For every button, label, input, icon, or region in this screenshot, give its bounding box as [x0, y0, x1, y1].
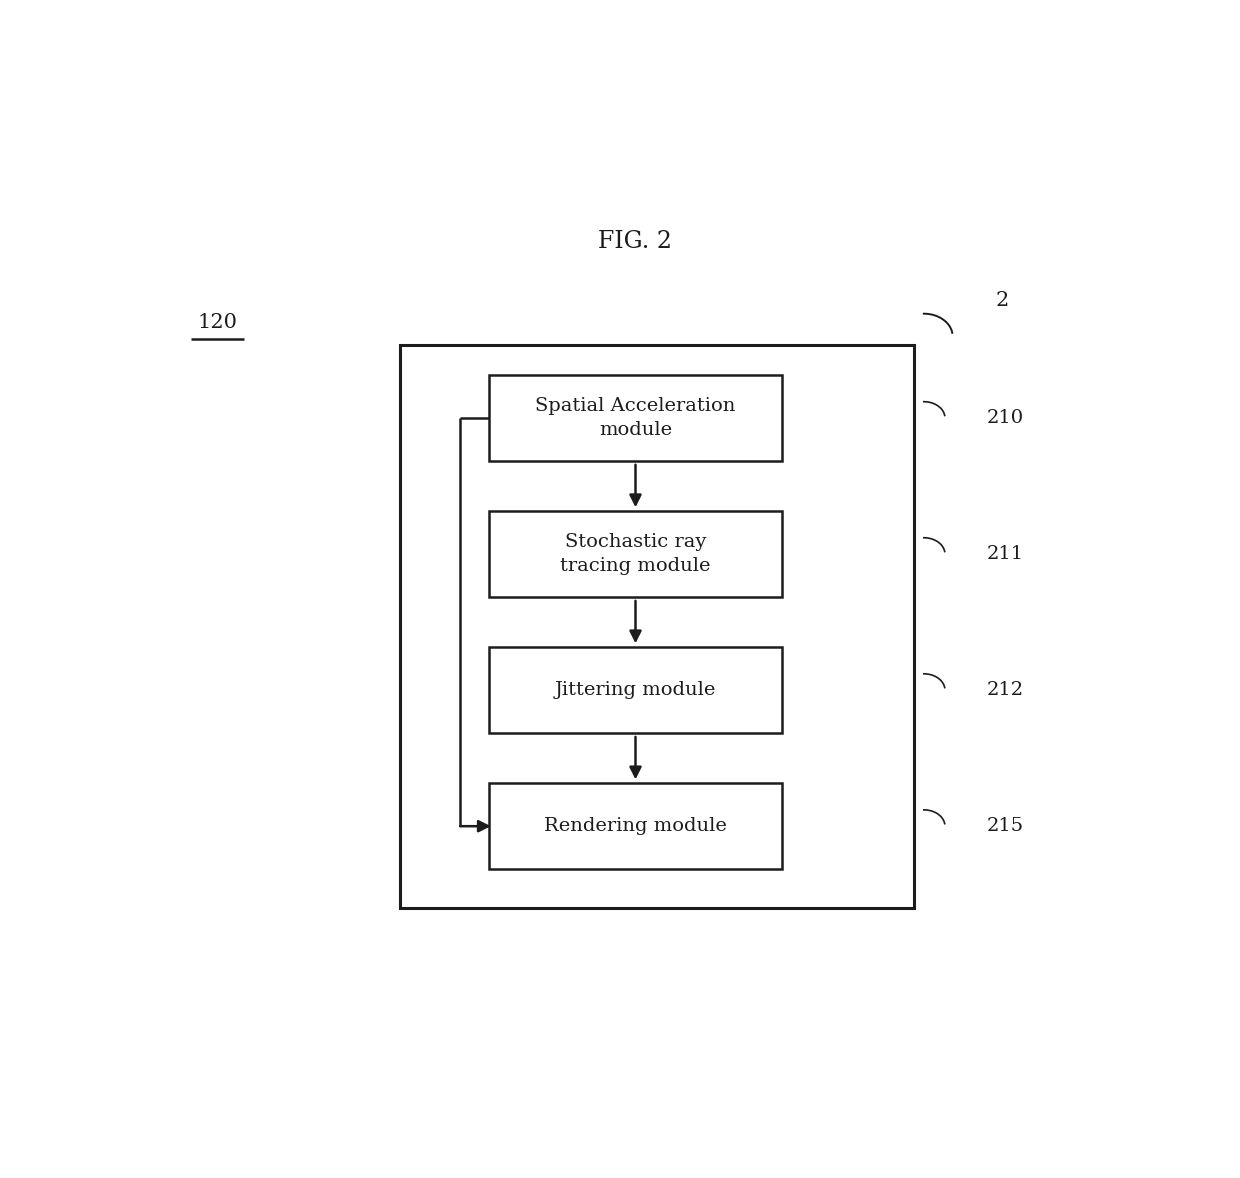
Text: Jittering module: Jittering module [554, 681, 717, 699]
Text: Spatial Acceleration
module: Spatial Acceleration module [536, 397, 735, 439]
Text: 120: 120 [197, 313, 238, 332]
Text: FIG. 2: FIG. 2 [599, 230, 672, 252]
Text: 212: 212 [986, 681, 1023, 699]
Text: 211: 211 [986, 545, 1023, 563]
Bar [489, 375, 782, 461]
Bar [489, 647, 782, 733]
Text: Rendering module: Rendering module [544, 818, 727, 835]
Text: Stochastic ray
tracing module: Stochastic ray tracing module [560, 534, 711, 575]
Bar [401, 345, 914, 908]
Bar [489, 783, 782, 869]
Text: 2: 2 [996, 291, 1009, 310]
Text: 210: 210 [986, 409, 1023, 426]
Bar [489, 511, 782, 597]
Text: 215: 215 [986, 818, 1023, 835]
